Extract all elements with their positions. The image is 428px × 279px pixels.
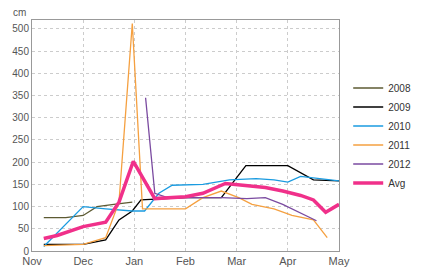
- svg-text:200: 200: [12, 157, 29, 168]
- svg-text:400: 400: [12, 68, 29, 79]
- svg-text:May: May: [329, 255, 350, 267]
- svg-text:Avg: Avg: [388, 178, 405, 189]
- svg-text:0: 0: [23, 246, 29, 257]
- svg-text:2010: 2010: [388, 121, 411, 132]
- svg-text:Mar: Mar: [227, 255, 246, 267]
- svg-text:250: 250: [12, 134, 29, 145]
- svg-text:cm: cm: [13, 7, 26, 18]
- svg-text:Apr: Apr: [279, 255, 296, 267]
- svg-text:100: 100: [12, 201, 29, 212]
- svg-text:Feb: Feb: [176, 255, 195, 267]
- svg-text:500: 500: [12, 23, 29, 34]
- svg-text:350: 350: [12, 90, 29, 101]
- svg-text:50: 50: [18, 223, 30, 234]
- svg-text:2008: 2008: [388, 83, 411, 94]
- svg-text:450: 450: [12, 46, 29, 57]
- svg-text:2011: 2011: [388, 140, 410, 151]
- svg-text:Dec: Dec: [73, 255, 93, 267]
- svg-text:300: 300: [12, 112, 29, 123]
- svg-text:150: 150: [12, 179, 29, 190]
- svg-text:2009: 2009: [388, 102, 411, 113]
- svg-text:Jan: Jan: [125, 255, 143, 267]
- svg-text:2012: 2012: [388, 159, 411, 170]
- svg-text:Nov: Nov: [22, 255, 42, 267]
